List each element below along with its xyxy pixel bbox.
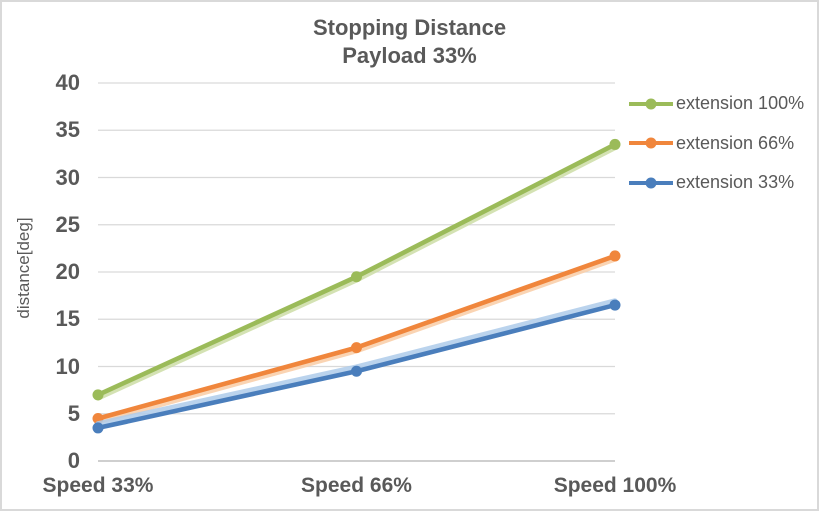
x-category-label: Speed 100% (553, 474, 677, 497)
data-point-marker (351, 342, 362, 354)
y-tick-label: 20 (55, 259, 80, 284)
legend-item-label: extension 66% (676, 132, 795, 153)
data-point-marker (609, 299, 621, 311)
y-tick-label: 5 (67, 400, 80, 426)
data-point-marker (92, 422, 104, 434)
series-line-0 (95, 142, 618, 398)
legend-line-marker-icon (629, 98, 673, 110)
legend: extension 100% extension 66% extension 33% (628, 84, 804, 203)
x-category-label: Speed 66% (301, 474, 412, 497)
y-tick-label: 10 (55, 353, 80, 379)
chart-title-line2: Payload 33% (342, 43, 477, 68)
y-tick-label: 35 (55, 117, 80, 143)
legend-item: extension 33% (628, 163, 804, 203)
data-point-marker (609, 138, 621, 150)
data-point-marker (609, 250, 621, 262)
y-tick-label: 40 (55, 70, 80, 95)
y-tick-label: 25 (55, 211, 80, 237)
data-point-marker (351, 271, 362, 283)
legend-line-marker-icon (629, 177, 673, 189)
y-axis-title: distance[deg] (14, 217, 33, 319)
legend-item: extension 66% (628, 124, 804, 164)
legend-item-label: extension 100% (676, 93, 805, 114)
y-tick-label: 0 (67, 448, 80, 473)
legend-item: extension 100% (628, 84, 804, 124)
legend-item-label: extension 33% (676, 172, 795, 193)
data-point-marker (351, 365, 362, 377)
data-point-marker (92, 389, 104, 401)
y-tick-label: 15 (55, 306, 80, 332)
x-category-label: Speed 33% (42, 474, 154, 497)
y-tick-label: 30 (55, 164, 80, 190)
chart-title: Stopping Distance Payload 33% (2, 14, 817, 70)
chart-title-line1: Stopping Distance (312, 15, 507, 40)
legend-line-marker-icon (629, 137, 673, 149)
